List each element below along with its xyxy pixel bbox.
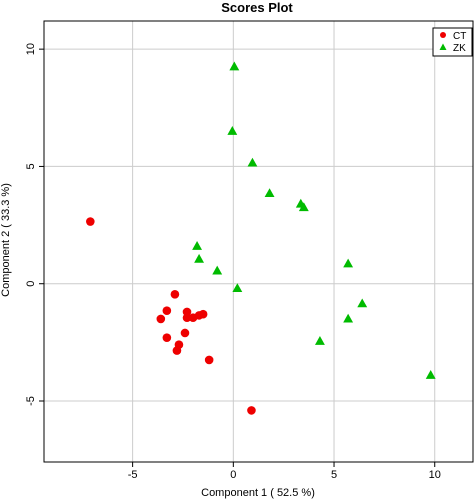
point-zk: [247, 157, 258, 167]
y-tick-label: -5: [25, 396, 37, 406]
chart-title: Scores Plot: [221, 0, 293, 15]
point-ct: [156, 314, 166, 324]
y-axis-ticks: -5 0 5 10: [25, 43, 44, 406]
legend-label-zk: ZK: [453, 43, 466, 54]
y-tick-label: 10: [25, 43, 37, 55]
point-zk: [343, 258, 354, 268]
point-zk: [212, 265, 223, 275]
x-tick-label: 5: [331, 469, 337, 481]
point-ct: [198, 309, 208, 319]
point-zk: [192, 240, 203, 250]
y-tick-label: 5: [25, 163, 37, 169]
point-zk: [194, 253, 205, 263]
x-tick-label: 10: [429, 469, 441, 481]
point-zk: [298, 202, 309, 212]
point-zk: [343, 313, 354, 323]
point-ct: [247, 406, 256, 415]
legend-box: [432, 27, 473, 57]
plot-frame: [43, 20, 474, 463]
legend-marker-zk: [439, 43, 447, 50]
point-ct: [162, 306, 172, 315]
point-zk: [232, 283, 243, 293]
data-points: [86, 61, 436, 415]
point-zk: [357, 298, 368, 308]
grid-lines: [44, 21, 473, 462]
point-zk: [229, 61, 240, 71]
point-zk: [314, 335, 325, 345]
y-tick-label: 0: [25, 281, 37, 287]
x-tick-label: 0: [230, 469, 236, 481]
x-axis-label: Component 1 ( 52.5 %): [201, 487, 315, 499]
x-tick-label: -5: [128, 469, 138, 481]
point-ct: [204, 355, 214, 365]
legend-label-ct: CT: [453, 31, 466, 42]
point-ct: [180, 328, 190, 338]
point-zk: [425, 370, 436, 379]
point-ct: [170, 289, 180, 299]
point-ct: [162, 333, 172, 342]
y-axis-label: Component 2 ( 33.3 %): [0, 183, 12, 297]
point-ct: [172, 346, 182, 355]
point-zk: [264, 188, 275, 198]
point-zk: [227, 126, 238, 135]
x-axis-ticks: -5 0 5 10: [128, 462, 441, 481]
point-ct: [182, 313, 192, 323]
point-ct: [86, 217, 95, 226]
legend: CT ZK: [432, 27, 473, 57]
legend-marker-ct: [440, 32, 446, 38]
